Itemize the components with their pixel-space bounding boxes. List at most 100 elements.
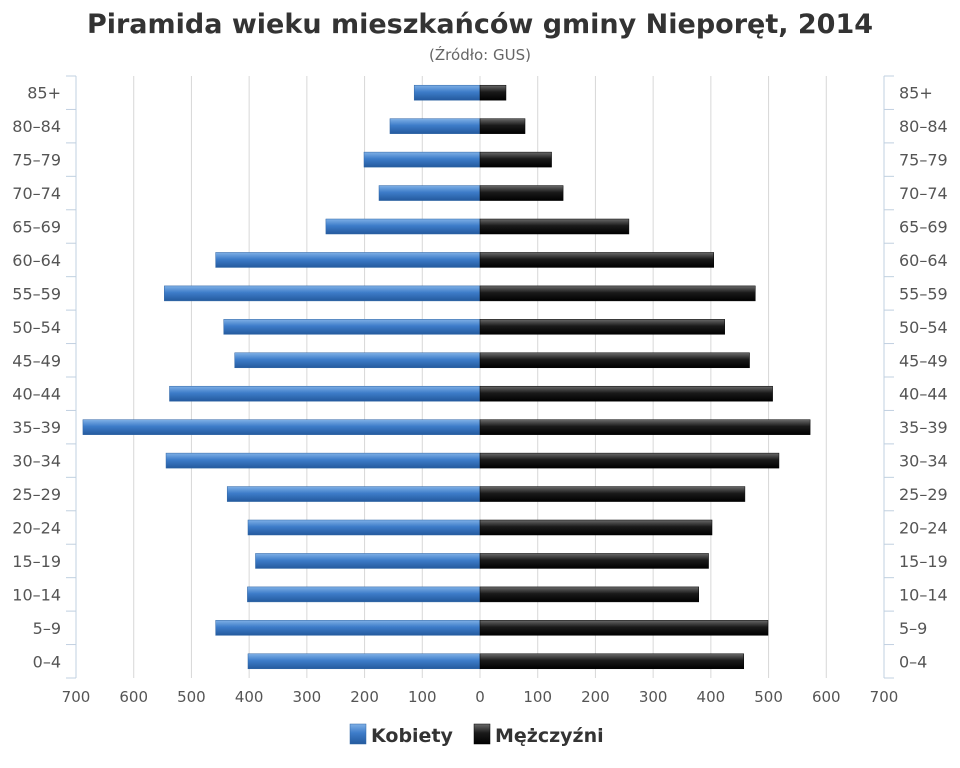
bar-mezczyzni-9 (479, 352, 750, 369)
legend[interactable]: Kobiety Mężczyźni (349, 723, 604, 747)
legend-swatch-mezczyzni[interactable] (473, 723, 491, 745)
category-label-left: 10–14 (12, 585, 61, 604)
category-label-left: 50–54 (12, 318, 61, 337)
bar-mezczyzni-10 (479, 319, 725, 335)
category-label-right: 15–19 (899, 552, 948, 571)
bar-mezczyzni-5 (479, 486, 746, 502)
category-label-left: 20–24 (12, 519, 61, 538)
bar-mezczyzni-16 (479, 118, 526, 134)
category-label-left: 25–29 (12, 485, 61, 504)
category-label-left: 55–59 (12, 284, 61, 303)
bar-kobiety-17 (413, 84, 481, 101)
bar-kobiety-4 (247, 519, 481, 536)
x-tick-label: 500 (754, 688, 783, 706)
x-tick-label: 500 (177, 688, 206, 706)
category-label-left: 0–4 (33, 652, 61, 671)
category-label-right: 10–14 (899, 585, 948, 604)
x-tick-labels: 700 600 500 400 300 200 100 0 100 200 300 400 500 600… (62, 688, 899, 706)
bar-kobiety-12 (215, 252, 481, 268)
x-tick-label: 200 (581, 688, 610, 706)
bar-kobiety-1 (215, 620, 481, 636)
category-label-left: 35–39 (12, 418, 61, 437)
bar-kobiety-10 (223, 319, 481, 335)
category-label-right: 65–69 (899, 218, 948, 237)
category-label-left: 40–44 (12, 385, 61, 404)
x-tick-label: 100 (523, 688, 552, 706)
category-label-right: 55–59 (899, 284, 948, 303)
category-label-left: 70–74 (12, 184, 61, 203)
category-label-right: 35–39 (899, 418, 948, 437)
bar-kobiety-2 (247, 586, 481, 603)
category-label-right: 60–64 (899, 251, 948, 270)
x-tick-label: 200 (350, 688, 379, 706)
legend-label-mezczyzni[interactable]: Mężczyźni (495, 725, 604, 747)
chart-subtitle: (Źródło: GUS) (429, 45, 531, 64)
axes (66, 75, 894, 679)
category-label-right: 50–54 (899, 318, 948, 337)
bar-mezczyzni-4 (479, 519, 713, 536)
category-label-left: 30–34 (12, 452, 61, 471)
x-tick-label: 300 (293, 688, 322, 706)
bar-mezczyzni-13 (479, 218, 630, 235)
grid-lines (133, 76, 827, 678)
bar-kobiety-13 (325, 218, 481, 235)
bar-mezczyzni-3 (479, 553, 709, 569)
legend-label-kobiety[interactable]: Kobiety (371, 725, 454, 747)
bar-kobiety-6 (165, 452, 481, 469)
category-label-left: 15–19 (12, 552, 61, 571)
chart-title: Piramida wieku mieszkańców gminy Nieporę… (87, 9, 873, 40)
x-tick-label: 400 (235, 688, 264, 706)
bar-kobiety-15 (363, 151, 481, 168)
bar-kobiety-5 (226, 486, 481, 502)
category-label-left: 5–9 (33, 619, 61, 638)
category-label-left: 45–49 (12, 351, 61, 370)
category-label-right: 20–24 (899, 519, 948, 538)
bar-kobiety-11 (164, 285, 481, 302)
bar-kobiety-9 (234, 352, 481, 369)
category-label-right: 85+ (899, 84, 933, 103)
bar-kobiety-7 (82, 419, 481, 435)
bar-mezczyzni-0 (479, 653, 745, 670)
bar-mezczyzni-2 (479, 586, 699, 603)
bar-mezczyzni-6 (479, 452, 780, 469)
x-tick-label: 700 (870, 688, 899, 706)
category-label-left: 60–64 (12, 251, 61, 270)
category-label-left: 85+ (27, 84, 61, 103)
x-tick-label: 400 (697, 688, 726, 706)
category-label-left: 75–79 (12, 151, 61, 170)
bar-mezczyzni-8 (479, 385, 773, 402)
bar-mezczyzni-7 (479, 419, 811, 435)
category-label-right: 75–79 (899, 151, 948, 170)
category-label-right: 5–9 (899, 619, 927, 638)
category-label-right: 80–84 (899, 117, 948, 136)
x-tick-label: 600 (119, 688, 148, 706)
x-tick-label: 700 (62, 688, 91, 706)
bar-mezczyzni-12 (479, 252, 714, 268)
bar-kobiety-3 (255, 553, 481, 569)
category-label-right: 70–74 (899, 184, 948, 203)
bar-mezczyzni-15 (479, 151, 552, 168)
bar-kobiety-14 (378, 185, 481, 201)
category-label-right: 40–44 (899, 385, 948, 404)
category-label-left: 80–84 (12, 117, 61, 136)
bar-kobiety-16 (389, 118, 481, 134)
x-tick-label: 0 (475, 688, 485, 706)
x-tick-label: 600 (812, 688, 841, 706)
x-tick-label: 100 (408, 688, 437, 706)
bar-mezczyzni-14 (479, 185, 564, 201)
bar-kobiety-0 (247, 653, 481, 670)
category-label-right: 0–4 (899, 652, 927, 671)
category-label-left: 65–69 (12, 218, 61, 237)
x-tick-label: 300 (639, 688, 668, 706)
bar-mezczyzni-17 (479, 84, 507, 101)
category-label-right: 25–29 (899, 485, 948, 504)
bar-kobiety-8 (169, 385, 481, 402)
bars (82, 84, 811, 670)
category-label-right: 45–49 (899, 351, 948, 370)
category-label-right: 30–34 (899, 452, 948, 471)
legend-swatch-kobiety[interactable] (349, 723, 367, 745)
bar-mezczyzni-11 (479, 285, 756, 302)
category-labels: 0–4 0–4 5–9 5–9 10–14 10–14 15–19 15–19 20–24 20–… (12, 84, 947, 672)
bar-mezczyzni-1 (479, 620, 769, 636)
